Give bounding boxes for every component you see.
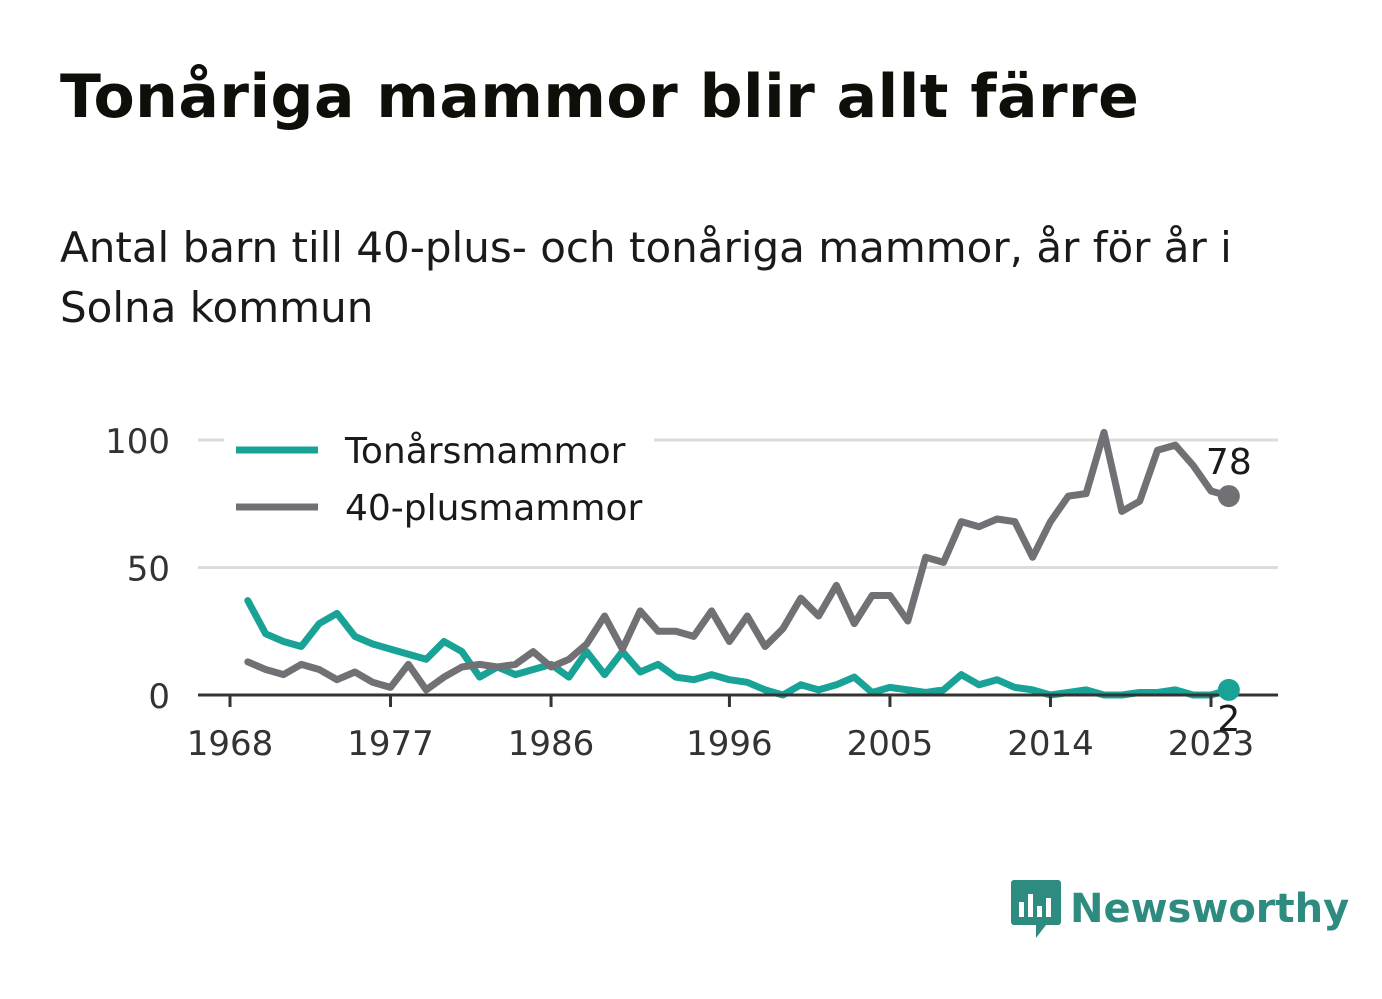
end-label-tonarsmammor: 2 [1217,699,1240,740]
y-tick-label: 50 [127,550,170,590]
brand-name: Newsworthy [1070,886,1350,932]
legend-label-tonarsmammor: Tonårsmammor [344,431,626,472]
end-marker-tonarsmammor [1217,678,1240,701]
chart-subtitle: Antal barn till 40-plus- och tonåriga ma… [60,223,1232,332]
x-tick-label: 1968 [187,724,274,764]
legend-label-40-plusmammor: 40-plusmammor [345,488,643,529]
newsworthy-logo-icon [1011,880,1061,938]
chart-legend: Tonårsmammor 40-plusmammor [224,430,654,534]
end-labels: 2 78 [1206,442,1252,740]
x-tick-label: 2023 [1168,724,1255,764]
x-tick-label: 2014 [1007,724,1094,764]
x-tick-label: 1986 [508,724,595,764]
y-tick-label: 100 [105,422,170,462]
chart-title: Tonåriga mammor blir allt färre [60,62,1140,132]
end-label-40-plusmammor: 78 [1206,442,1252,483]
x-axis: 1968 1977 1986 1996 2005 2014 2023 [187,693,1278,764]
series-line-40-plusmammor [244,428,1233,694]
newsworthy-logo[interactable]: Newsworthy [1010,878,1349,940]
x-tick-label: 1996 [686,724,773,764]
series-line-tonarsmammor [244,597,1233,699]
y-tick-label: 0 [148,677,170,717]
x-tick-label: 2005 [847,724,934,764]
end-marker-40-plusmammor [1217,485,1240,508]
data-series [244,428,1233,699]
x-tick-label: 1977 [347,724,434,764]
